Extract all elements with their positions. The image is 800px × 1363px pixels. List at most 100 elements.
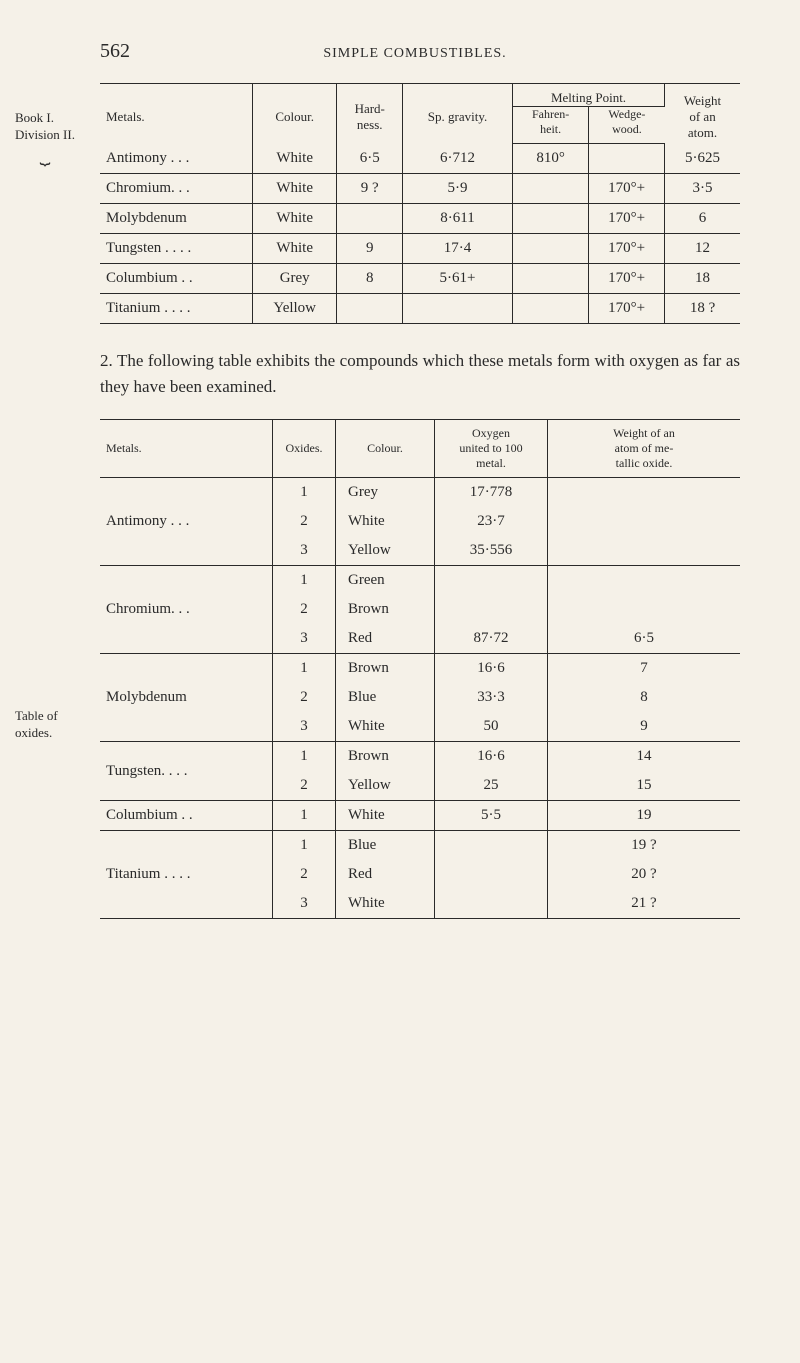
cell-sp-gravity: 8·611: [403, 204, 513, 234]
cell-wedgewood: 170°+: [589, 234, 665, 264]
cell-oxygen: 5·5: [435, 801, 548, 831]
t2-h-colour: Colour.: [336, 420, 435, 478]
t1-h-hardness: Hard- ness.: [337, 84, 403, 144]
t1-h-weight: Weight of an atom.: [665, 84, 740, 144]
cell-weight: 14: [548, 742, 741, 772]
cell-oxygen: [435, 889, 548, 919]
table-row: Antimony . . .White6·56·712810°5·625: [100, 144, 740, 174]
cell-weight: 12: [665, 234, 740, 264]
cell-fahrenheit: [512, 204, 588, 234]
cell-hardness: 8: [337, 264, 403, 294]
cell-oxygen: [435, 860, 548, 889]
cell-weight: 21 ?: [548, 889, 741, 919]
cell-fahrenheit: [512, 264, 588, 294]
table-row: Columbium . .Grey85·61+170°+18: [100, 264, 740, 294]
side1-l1: Book I.: [15, 110, 54, 125]
cell-oxygen: 87·72: [435, 624, 548, 654]
table-row: Tungsten. . . .1Brown16·614: [100, 742, 740, 772]
oxides-table: Metals. Oxides. Colour. Oxygen united to…: [100, 419, 740, 919]
cell-weight: 9: [548, 712, 741, 742]
cell-wedgewood: 170°+: [589, 264, 665, 294]
cell-sp-gravity: 5·61+: [403, 264, 513, 294]
cell-colour: Grey: [253, 264, 337, 294]
page-number: 562: [100, 40, 130, 63]
cell-oxide-num: 1: [273, 831, 336, 861]
cell-weight: 3·5: [665, 174, 740, 204]
cell-oxide-num: 1: [273, 478, 336, 508]
cell-hardness: [337, 204, 403, 234]
t1-h-fahrenheit: Fahren- heit.: [512, 107, 588, 144]
cell-colour: Blue: [336, 683, 435, 712]
cell-oxide-num: 2: [273, 683, 336, 712]
cell-colour: Yellow: [336, 536, 435, 566]
cell-oxide-num: 1: [273, 566, 336, 596]
cell-wedgewood: 170°+: [589, 174, 665, 204]
t2-h-metals: Metals.: [100, 420, 273, 478]
cell-wedgewood: 170°+: [589, 294, 665, 324]
cell-weight: 19: [548, 801, 741, 831]
cell-colour: White: [253, 234, 337, 264]
cell-metal: Titanium . . . .: [100, 831, 273, 919]
cell-colour: Red: [336, 624, 435, 654]
table-row: Titanium . . . .1Blue19 ?: [100, 831, 740, 861]
cell-metal: Titanium . . . .: [100, 294, 253, 324]
t1-h-wedgewood: Wedge- wood.: [589, 107, 665, 144]
cell-oxide-num: 3: [273, 624, 336, 654]
cell-metal: Molybdenum: [100, 654, 273, 742]
cell-sp-gravity: 6·712: [403, 144, 513, 174]
table-row: Chromium. . .1Green: [100, 566, 740, 596]
page-header: 562 SIMPLE COMBUSTIBLES.: [100, 40, 740, 63]
t1-h-colour: Colour.: [253, 84, 337, 144]
cell-oxide-num: 2: [273, 860, 336, 889]
side2-l1: Table of: [15, 708, 58, 723]
cell-wedgewood: [589, 144, 665, 174]
table-row: Antimony . . .1Grey17·778: [100, 478, 740, 508]
cell-weight: [548, 566, 741, 596]
cell-oxygen: 33·3: [435, 683, 548, 712]
cell-oxygen: 17·778: [435, 478, 548, 508]
table-row: MolybdenumWhite8·611170°+6: [100, 204, 740, 234]
cell-weight: [548, 507, 741, 536]
margin-note-book: Book I. Division II. ⏟: [15, 110, 75, 167]
paragraph: 2. The following table exhibits the comp…: [100, 348, 740, 399]
cell-colour: Grey: [336, 478, 435, 508]
cell-oxide-num: 2: [273, 507, 336, 536]
cell-weight: 20 ?: [548, 860, 741, 889]
side1-l2: Division II.: [15, 127, 75, 142]
cell-colour: White: [336, 801, 435, 831]
cell-oxide-num: 1: [273, 742, 336, 772]
cell-hardness: [337, 294, 403, 324]
cell-oxide-num: 2: [273, 595, 336, 624]
cell-metal: Molybdenum: [100, 204, 253, 234]
cell-fahrenheit: [512, 234, 588, 264]
cell-weight: 15: [548, 771, 741, 801]
cell-metal: Antimony . . .: [100, 144, 253, 174]
cell-weight: 18: [665, 264, 740, 294]
table-row: Titanium . . . .Yellow 170°+18 ?: [100, 294, 740, 324]
t1-h-spgravity: Sp. gravity.: [403, 84, 513, 144]
table-row: Columbium . .1White5·519: [100, 801, 740, 831]
cell-fahrenheit: [512, 174, 588, 204]
table-row: Chromium. . .White9 ?5·9170°+3·5: [100, 174, 740, 204]
cell-oxide-num: 3: [273, 536, 336, 566]
margin-note-table: Table of oxides.: [15, 708, 58, 742]
cell-oxygen: [435, 566, 548, 596]
t2-h-weight: Weight of an atom of me- tallic oxide.: [548, 420, 741, 478]
table-row: Molybdenum1Brown16·67: [100, 654, 740, 684]
cell-colour: Yellow: [253, 294, 337, 324]
metals-table: Metals. Colour. Hard- ness. Sp. gravity.…: [100, 83, 740, 324]
cell-colour: White: [253, 204, 337, 234]
cell-colour: White: [253, 174, 337, 204]
t1-h-metals: Metals.: [100, 84, 253, 144]
cell-metal: Columbium . .: [100, 801, 273, 831]
cell-oxide-num: 3: [273, 712, 336, 742]
cell-weight: 18 ?: [665, 294, 740, 324]
cell-hardness: 9 ?: [337, 174, 403, 204]
cell-colour: Green: [336, 566, 435, 596]
cell-oxygen: 23·7: [435, 507, 548, 536]
cell-colour: Brown: [336, 742, 435, 772]
cell-sp-gravity: 17·4: [403, 234, 513, 264]
cell-weight: 6: [665, 204, 740, 234]
cell-weight: 7: [548, 654, 741, 684]
cell-weight: [548, 478, 741, 508]
